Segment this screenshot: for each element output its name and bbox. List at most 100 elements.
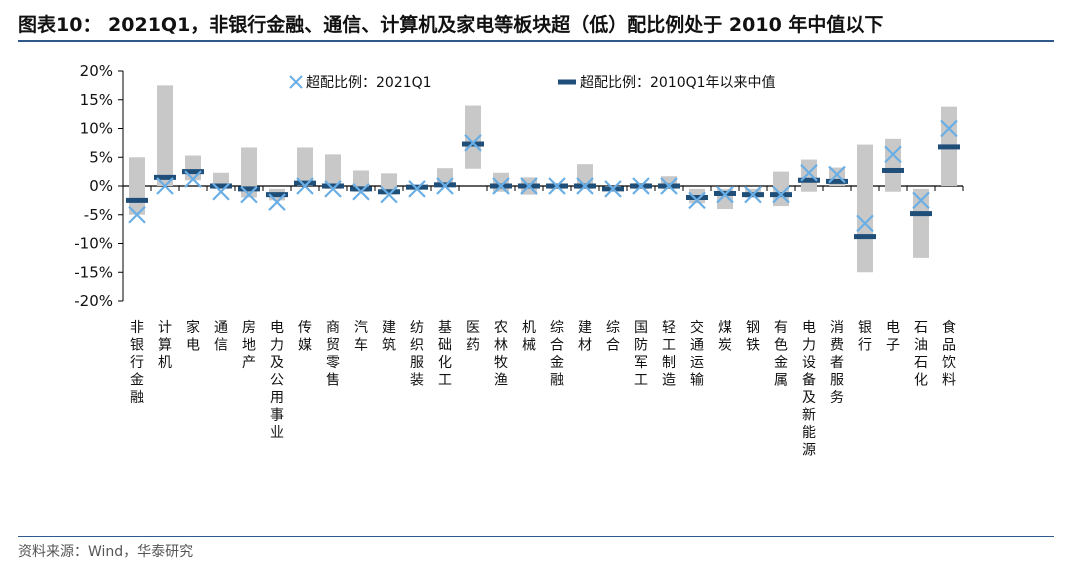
cross-mark [744, 185, 762, 204]
cross-mark [436, 177, 454, 195]
category-label: 家电 [186, 319, 200, 354]
y-tick-label: 10% [80, 120, 113, 138]
median-mark [322, 183, 344, 189]
cross-mark [240, 185, 258, 204]
range-bar [185, 155, 201, 181]
legend-median-swatch [558, 79, 576, 85]
range-bar [157, 85, 173, 186]
y-tick-label: 15% [80, 91, 113, 109]
cross-mark [884, 145, 902, 164]
cross-mark [604, 180, 622, 198]
range-bar [493, 172, 509, 192]
median-mark [826, 178, 848, 184]
median-mark [182, 169, 204, 175]
category-label: 电子 [886, 320, 900, 354]
category-label: 非银行金融 [130, 320, 144, 406]
cross-mark [464, 134, 482, 152]
median-mark [882, 167, 904, 173]
cross-mark [912, 191, 930, 210]
median-mark [350, 186, 372, 192]
cross-mark [576, 177, 594, 195]
cross-mark [548, 177, 566, 195]
category-label: 通信 [214, 320, 228, 354]
median-mark [910, 211, 932, 217]
legend-cross-label: 超配比例：2021Q1 [306, 75, 432, 91]
cross-mark [380, 185, 398, 204]
category-label: 综合金融 [550, 320, 564, 389]
cross-mark [128, 205, 146, 224]
figure-title: 图表10： 2021Q1，非银行金融、通信、计算机及家电等板块超（低）配比例处于… [18, 14, 884, 36]
cross-mark [632, 177, 650, 195]
cross-mark [716, 185, 734, 204]
category-label: 纺织服装 [410, 320, 424, 389]
category-label: 机械 [522, 320, 536, 354]
y-tick-label: 20% [80, 62, 113, 80]
bar-chart: 20% 15% 10% 5% 0% -5% -10% -15% -20% 非银行金融计算机家电通… [74, 62, 964, 459]
y-tick-label: -10% [74, 235, 113, 253]
cross-mark [800, 163, 818, 182]
category-label: 建筑 [382, 320, 396, 354]
median-mark [406, 184, 428, 190]
category-label: 传媒 [298, 320, 312, 354]
range-bar [465, 105, 481, 169]
category-label: 钢铁 [746, 320, 760, 354]
median-mark [266, 192, 288, 198]
category-label: 建材 [578, 320, 592, 354]
category-label: 汽车 [354, 320, 368, 354]
category-label: 轻工制造 [662, 320, 676, 389]
range-bar [297, 147, 313, 186]
cross-mark [156, 177, 174, 195]
category-label: 银行 [858, 320, 872, 354]
cross-mark [828, 165, 846, 184]
median-mark [938, 144, 960, 150]
category-label: 食品饮料 [942, 319, 956, 389]
cross-marks [128, 119, 958, 233]
category-label: 计算机 [158, 320, 172, 371]
cross-mark [296, 177, 314, 195]
category-label: 煤炭 [718, 320, 732, 354]
median-mark [210, 183, 232, 189]
y-tick-label: -5% [84, 206, 113, 224]
range-bar [241, 147, 257, 198]
range-bar [325, 154, 341, 189]
cross-mark [268, 193, 286, 211]
range-bar [857, 144, 873, 273]
median-mark [686, 195, 708, 200]
cross-mark [940, 119, 958, 138]
range-bar [885, 138, 901, 192]
cross-mark [492, 177, 510, 195]
median-mark [154, 174, 176, 180]
median-mark [126, 197, 148, 203]
legend: 超配比例：2021Q1 超配比例：2010Q1年以来中值 [289, 75, 776, 91]
category-label: 农林牧渔 [494, 320, 508, 389]
cross-mark [184, 170, 202, 188]
category-label: 交通运输 [690, 319, 704, 389]
cross-mark [324, 180, 342, 198]
y-tick-labels: 20% 15% 10% 5% 0% -5% -10% -15% -20% [74, 62, 113, 310]
category-label: 基础化工 [438, 319, 452, 389]
category-label: 电力设备及新能源 [802, 320, 816, 459]
median-mark [854, 234, 876, 240]
median-mark [238, 186, 260, 192]
category-label: 国防军工 [634, 320, 648, 389]
median-mark [378, 189, 400, 195]
median-mark [798, 177, 820, 183]
cross-mark [352, 182, 370, 201]
cross-mark [408, 180, 426, 198]
category-labels: 非银行金融计算机家电通信房地产电力及公用事业传媒商贸零售汽车建筑纺织服装基础化工… [130, 319, 956, 459]
y-tick-label: -20% [74, 292, 113, 310]
y-tick-label: -15% [74, 263, 113, 281]
category-label: 房地产 [242, 320, 256, 371]
legend-cross-swatch [289, 75, 303, 89]
cross-mark [660, 177, 678, 195]
source-note: 资料来源：Wind，华泰研究 [18, 544, 194, 560]
cross-mark [772, 185, 790, 204]
y-tick-label: 0% [89, 177, 113, 195]
category-label: 消费者服务 [830, 320, 844, 406]
range-bar [129, 157, 145, 215]
source-rule [18, 536, 1054, 537]
cross-mark [856, 214, 874, 233]
category-label: 电力及公用事业 [270, 320, 284, 441]
category-label: 医药 [466, 320, 480, 354]
legend-median-label: 超配比例：2010Q1年以来中值 [580, 75, 776, 91]
